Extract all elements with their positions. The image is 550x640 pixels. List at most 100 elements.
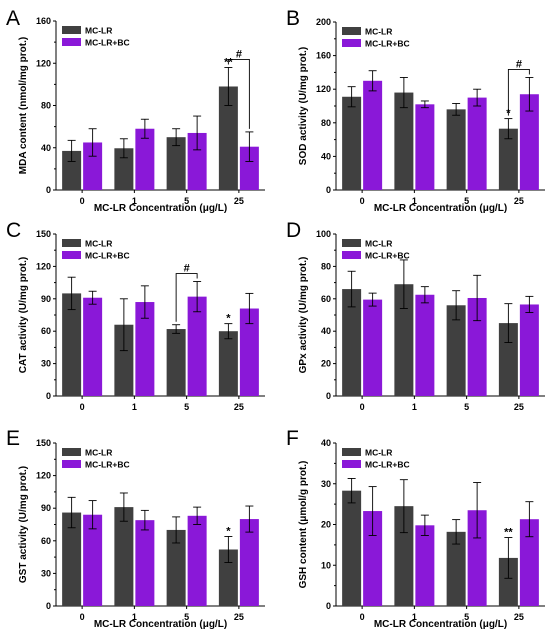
y-axis-title: SOD activity (U/mg prot.) — [298, 47, 309, 165]
legend-swatch-mc-lr — [62, 448, 81, 456]
y-tick-label: 0 — [46, 185, 51, 195]
y-tick-label: 20 — [321, 520, 331, 530]
significance-bracket — [227, 59, 250, 129]
bar-mc-lr-bc-0 — [363, 511, 383, 606]
bar-mc-lr-5 — [446, 109, 466, 190]
bar-mc-lr-bc-1 — [415, 525, 435, 606]
legend-label: MC-LR+BC — [85, 38, 130, 48]
bar-mc-lr-bc-1 — [135, 520, 155, 606]
y-tick-label: 30 — [41, 568, 51, 578]
x-tick-label: 25 — [514, 196, 524, 206]
y-tick-label: 120 — [36, 261, 51, 271]
bar-mc-lr-25 — [218, 86, 238, 190]
bar-mc-lr-1 — [114, 148, 134, 190]
bar-mc-lr-bc-5 — [467, 297, 487, 396]
y-tick-label: 100 — [316, 229, 331, 239]
bar-mc-lr-25 — [498, 128, 518, 190]
bar-mc-lr-bc-1 — [135, 128, 155, 190]
bar-mc-lr-bc-0 — [363, 80, 383, 190]
legend-label: MC-LR+BC — [85, 251, 130, 261]
bar-mc-lr-bc-25 — [239, 519, 259, 606]
x-tick-label: 25 — [234, 402, 244, 412]
legend-swatch-mc-lr-bc — [342, 460, 361, 468]
y-tick-label: 80 — [321, 118, 331, 128]
bar-mc-lr-5 — [446, 531, 466, 606]
panel-c: C 0 30 60 90 120 150 CAT activity (U/mg prot.) 0… — [6, 219, 265, 412]
panel-letter: C — [6, 219, 21, 242]
y-tick-label: 90 — [41, 294, 51, 304]
significance-mark: # — [184, 263, 190, 275]
x-tick-label: 25 — [514, 402, 524, 412]
x-tick-label: 25 — [234, 612, 244, 622]
x-tick-label: 0 — [80, 402, 85, 412]
legend-swatch-mc-lr — [62, 239, 81, 247]
x-tick-label: 1 — [412, 196, 417, 206]
x-tick-label: 5 — [464, 402, 469, 412]
y-tick-label: 0 — [326, 185, 331, 195]
x-tick-label: 25 — [514, 612, 524, 622]
y-tick-label: 0 — [46, 391, 51, 401]
legend-label: MC-LR+BC — [365, 460, 410, 470]
legend-label: MC-LR+BC — [365, 251, 410, 261]
bar-mc-lr-bc-5 — [467, 510, 487, 606]
bar-mc-lr-25 — [498, 557, 518, 606]
panel-d: D 0 20 40 60 80 100 GPx activity (U/mg prot.) 0 1… — [286, 219, 545, 412]
bar-mc-lr-0 — [62, 512, 82, 606]
bar-mc-lr-bc-25 — [519, 304, 539, 396]
bar-mc-lr-5 — [166, 137, 186, 190]
x-tick-label: 0 — [360, 402, 365, 412]
significance-bracket — [507, 68, 530, 116]
x-tick-label: 0 — [80, 612, 85, 622]
panel-letter: B — [286, 7, 300, 30]
panel-e: E 0 30 60 90 120 150 GST activity (U/mg prot.) 0… — [6, 427, 265, 630]
bar-mc-lr-0 — [342, 96, 362, 190]
y-tick-label: 120 — [316, 84, 331, 94]
y-tick-label: 30 — [41, 359, 51, 369]
y-tick-label: 60 — [321, 294, 331, 304]
bar-mc-lr-bc-1 — [135, 302, 155, 396]
bar-mc-lr-0 — [342, 289, 362, 396]
significance-mark: * — [226, 525, 231, 537]
bar-mc-lr-bc-0 — [83, 514, 103, 606]
bar-mc-lr-25 — [218, 331, 238, 396]
x-tick-label: 5 — [184, 612, 189, 622]
legend-swatch-mc-lr-bc — [62, 38, 81, 46]
significance-mark: ** — [504, 527, 513, 539]
x-tick-label: 5 — [464, 612, 469, 622]
x-tick-label: 1 — [132, 612, 137, 622]
y-tick-label: 40 — [321, 151, 331, 161]
legend-swatch-mc-lr-bc — [342, 39, 361, 47]
y-tick-label: 80 — [321, 261, 331, 271]
y-axis-title: GST activity (U/mg prot.) — [18, 466, 29, 583]
x-axis-title: MC-LR Concentration (μg/L) — [374, 619, 507, 630]
legend-label: MC-LR — [85, 448, 112, 458]
legend-swatch-mc-lr — [342, 27, 361, 35]
panel-f: F 0 10 20 30 40 GSH content (μmol/g prot.) 0 1 5 2… — [286, 427, 545, 630]
panel-letter: E — [6, 427, 20, 450]
y-tick-label: 40 — [321, 326, 331, 336]
bar-mc-lr-bc-25 — [239, 146, 259, 190]
bar-mc-lr-bc-1 — [415, 104, 435, 190]
y-tick-label: 0 — [326, 601, 331, 611]
x-tick-label: 1 — [132, 196, 137, 206]
legend-swatch-mc-lr-bc — [342, 251, 361, 259]
x-tick-label: 1 — [412, 402, 417, 412]
x-tick-label: 5 — [184, 402, 189, 412]
bar-mc-lr-bc-0 — [363, 299, 383, 396]
y-axis-title: GSH content (μmol/g prot.) — [298, 461, 309, 589]
x-tick-label: 0 — [360, 196, 365, 206]
panel-letter: A — [6, 7, 20, 30]
x-tick-label: 25 — [234, 196, 244, 206]
bar-mc-lr-bc-0 — [83, 297, 103, 396]
panel-b: B 0 40 80 120 160 200 SOD activity (U/mg prot.)… — [286, 7, 545, 214]
y-axis-title: GPx activity (U/mg prot.) — [298, 257, 309, 374]
significance-mark: # — [516, 58, 522, 70]
bar-mc-lr-1 — [394, 506, 414, 606]
x-tick-label: 1 — [412, 612, 417, 622]
legend-swatch-mc-lr — [342, 239, 361, 247]
legend-label: MC-LR — [365, 448, 392, 458]
legend-label: MC-LR+BC — [85, 460, 130, 470]
bar-mc-lr-bc-1 — [415, 294, 435, 396]
bar-mc-lr-1 — [394, 92, 414, 190]
